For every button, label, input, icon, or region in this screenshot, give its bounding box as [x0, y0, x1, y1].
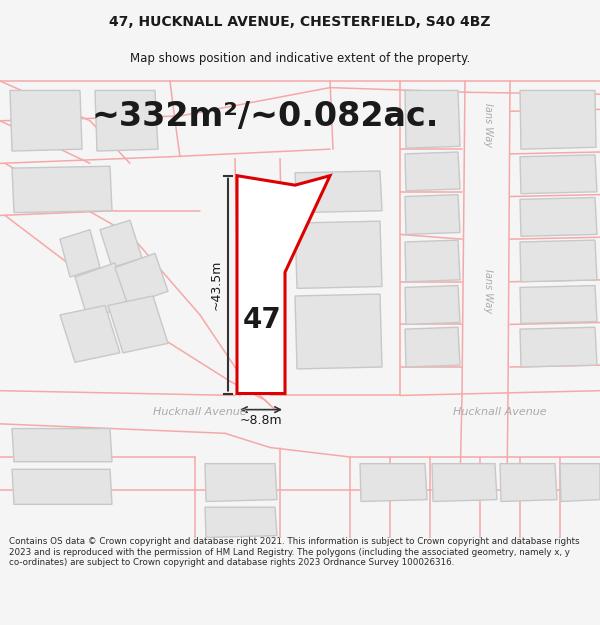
Text: Ians Way: Ians Way: [483, 269, 493, 313]
Text: Ians Way: Ians Way: [483, 103, 493, 148]
Polygon shape: [432, 464, 497, 501]
Polygon shape: [12, 429, 112, 462]
Polygon shape: [405, 194, 460, 234]
Polygon shape: [10, 91, 82, 151]
Polygon shape: [520, 328, 597, 367]
Polygon shape: [12, 166, 112, 212]
Polygon shape: [108, 296, 168, 352]
Text: ~43.5m: ~43.5m: [209, 259, 223, 310]
Polygon shape: [75, 263, 128, 319]
Polygon shape: [520, 155, 597, 194]
Polygon shape: [95, 91, 158, 151]
Polygon shape: [520, 240, 597, 282]
Polygon shape: [60, 229, 100, 277]
Text: Hucknall Avenue: Hucknall Avenue: [153, 408, 247, 418]
Polygon shape: [405, 240, 460, 282]
Text: ~8.8m: ~8.8m: [239, 414, 283, 428]
Polygon shape: [115, 253, 168, 306]
Polygon shape: [295, 171, 382, 212]
Polygon shape: [205, 508, 277, 538]
Polygon shape: [60, 306, 120, 362]
Polygon shape: [100, 220, 142, 268]
Text: ~332m²/~0.082ac.: ~332m²/~0.082ac.: [91, 99, 439, 132]
Polygon shape: [295, 221, 382, 288]
Text: Hucknall Avenue: Hucknall Avenue: [453, 408, 547, 418]
Polygon shape: [500, 464, 557, 501]
Polygon shape: [520, 91, 596, 149]
Polygon shape: [205, 464, 277, 501]
Polygon shape: [237, 176, 330, 394]
Text: Contains OS data © Crown copyright and database right 2021. This information is : Contains OS data © Crown copyright and d…: [9, 538, 580, 568]
Polygon shape: [405, 91, 460, 148]
Polygon shape: [405, 152, 460, 191]
Text: 47, HUCKNALL AVENUE, CHESTERFIELD, S40 4BZ: 47, HUCKNALL AVENUE, CHESTERFIELD, S40 4…: [109, 15, 491, 29]
Polygon shape: [12, 469, 112, 504]
Polygon shape: [405, 328, 460, 367]
Polygon shape: [360, 464, 427, 501]
Polygon shape: [295, 294, 382, 369]
Polygon shape: [520, 198, 597, 236]
Polygon shape: [520, 286, 597, 324]
Polygon shape: [405, 286, 460, 324]
Text: 47: 47: [242, 306, 281, 334]
Polygon shape: [560, 464, 600, 501]
Text: Map shows position and indicative extent of the property.: Map shows position and indicative extent…: [130, 52, 470, 65]
